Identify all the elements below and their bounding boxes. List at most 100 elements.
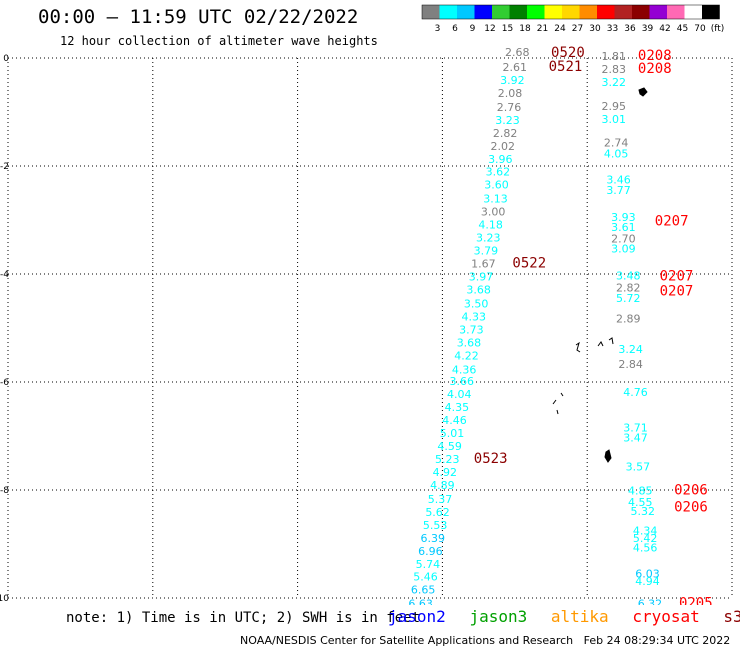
colorbar-swatch [474, 5, 492, 19]
island-outline [575, 337, 614, 353]
colorbar-swatch [579, 5, 597, 19]
colorbar-swatch [684, 5, 702, 19]
data-point-label: 3.46 [606, 173, 631, 186]
colorbar-swatch [562, 5, 580, 19]
y-tick-label: -2 [0, 162, 9, 172]
colorbar-swatch [439, 5, 457, 19]
data-point-label: 6.03 [635, 567, 660, 580]
data-point-label: 3.73 [459, 323, 484, 336]
data-points: 2.682.613.922.082.763.232.822.023.963.62… [408, 46, 663, 605]
time-label: 0522 [512, 256, 546, 272]
data-point-label: 1.67 [471, 258, 496, 271]
colorbar-label: 12 [484, 24, 495, 34]
colorbar-label: 33 [607, 24, 618, 34]
data-point-label: 3.47 [623, 431, 648, 444]
data-point-label: 4.22 [454, 349, 479, 362]
data-point-label: 2.68 [505, 46, 530, 59]
data-point-label: 5.53 [423, 519, 448, 532]
colorbar-label: 6 [452, 24, 458, 34]
colorbar-swatch [667, 5, 685, 19]
legend-entry-cryosat: cryosat [632, 607, 700, 626]
colorbar-label: 24 [554, 24, 566, 34]
data-point-label: 3.13 [483, 193, 508, 206]
time-label: 0207 [655, 213, 689, 229]
data-point-label: 2.02 [490, 140, 515, 153]
data-point-label: 5.23 [435, 453, 460, 466]
data-point-label: 4.56 [633, 542, 658, 555]
data-point-label: 3.77 [606, 184, 631, 197]
colorbar-label: 3 [435, 24, 441, 34]
data-point-label: 5.32 [630, 505, 655, 518]
colorbar-label: (ft) [711, 24, 725, 34]
footer-credit: NOAA/NESDIS Center for Satellite Applica… [240, 634, 731, 647]
legend-entry-altika: altika [550, 607, 609, 626]
data-point-label: 3.48 [616, 269, 641, 282]
data-point-label: 3.79 [474, 245, 499, 258]
data-point-label: 2.70 [611, 233, 636, 246]
data-point-label: 3.09 [611, 242, 636, 255]
island-outlines [552, 87, 648, 463]
data-point-label: 4.46 [442, 414, 467, 427]
data-point-label: 5.46 [413, 571, 438, 584]
time-label: 0521 [549, 59, 583, 75]
data-point-label: 3.00 [481, 206, 506, 219]
time-label: 0206 [674, 482, 708, 498]
colorbar-swatch [422, 5, 440, 19]
island-outline [552, 392, 564, 415]
data-point-label: 2.83 [601, 63, 626, 76]
data-point-label: 4.76 [623, 386, 648, 399]
data-point-label: 3.68 [457, 336, 482, 349]
data-point-label: 3.22 [601, 76, 626, 89]
time-label: 0523 [474, 451, 508, 467]
data-point-label: 3.68 [466, 283, 491, 296]
colorbar-label: 42 [659, 24, 670, 34]
data-point-label: 5.42 [633, 532, 658, 545]
legend-entry-jason3: jason3 [469, 607, 528, 626]
data-point-label: 4.59 [437, 440, 462, 453]
data-point-label: 3.71 [623, 422, 648, 435]
data-point-label: 6.32 [638, 598, 663, 605]
data-point-label: 4.55 [628, 496, 653, 509]
data-point-label: 5.62 [425, 506, 450, 519]
colorbar-swatch [509, 5, 527, 19]
colorbar-swatch [527, 5, 545, 19]
time-label: 0206 [674, 500, 708, 516]
data-point-label: 2.74 [604, 137, 629, 150]
data-point-label: 4.33 [462, 310, 487, 323]
data-point-label: 4.89 [430, 479, 455, 492]
time-label: 0520 [551, 45, 585, 61]
data-point-label: 2.76 [497, 101, 522, 114]
time-labels: 0520052105220523020802080207020702070206… [474, 45, 713, 605]
data-point-label: 3.96 [488, 153, 513, 166]
y-tick-label: -4 [0, 270, 9, 280]
time-label: 0208 [638, 48, 672, 64]
colorbar-swatch [632, 5, 650, 19]
time-label: 0207 [660, 268, 694, 284]
data-point-label: 5.72 [616, 292, 641, 305]
grid [7, 57, 733, 599]
island-outline [604, 449, 612, 463]
data-point-label: 3.50 [464, 297, 489, 310]
colorbar-label: 39 [642, 24, 654, 34]
data-point-label: 5.37 [428, 493, 453, 506]
data-point-label: 4.34 [633, 524, 658, 537]
colorbar-label: 45 [677, 24, 688, 34]
colorbar-label: 9 [470, 24, 476, 34]
data-point-label: 4.36 [452, 363, 477, 376]
colorbar-swatch [544, 5, 562, 19]
data-point-label: 6.94 [638, 604, 663, 605]
data-point-label: 3.23 [495, 114, 520, 127]
colorbar-swatch [614, 5, 632, 19]
colorbar-swatch [702, 5, 720, 19]
data-point-label: 3.62 [486, 166, 511, 179]
axes: 6063666972750-2-4-6-8-10 [0, 54, 9, 604]
colorbar-swatch [492, 5, 510, 19]
time-label: 0205 [679, 596, 713, 605]
chart-subtitle: 12 hour collection of altimeter wave hei… [60, 34, 378, 48]
colorbar-frame [421, 4, 720, 20]
data-point-label: 3.01 [601, 113, 626, 126]
data-point-label: 3.57 [626, 461, 651, 474]
data-point-label: 2.61 [503, 61, 528, 74]
data-point-label: 3.23 [476, 232, 501, 245]
